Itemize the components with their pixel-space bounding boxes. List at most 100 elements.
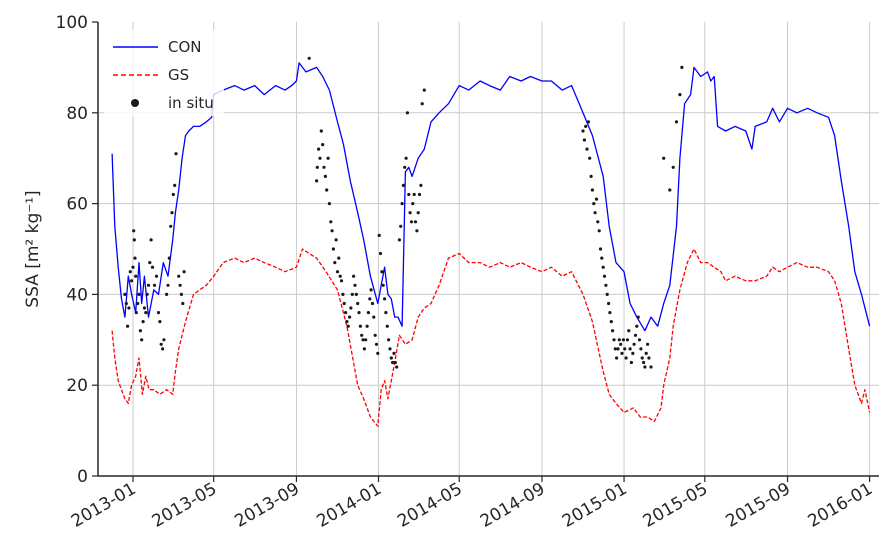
in-situ-point (621, 338, 626, 342)
in-situ-point (605, 292, 609, 296)
in-situ-point (628, 347, 632, 351)
in-situ-point (335, 270, 340, 274)
in-situ-point (611, 329, 615, 333)
in-situ-point (179, 292, 183, 296)
in-situ-point (149, 238, 153, 242)
in-situ-point (134, 311, 138, 315)
y-tick-label: 60 (66, 195, 88, 215)
in-situ-point (409, 220, 414, 224)
in-situ-point (629, 360, 634, 365)
in-situ-point (408, 211, 412, 215)
in-situ-point (632, 342, 636, 346)
axes (97, 22, 879, 477)
y-axis-title: SSA [m² kg⁻¹] (23, 190, 43, 307)
in-situ-point (403, 165, 407, 169)
in-situ-point (126, 324, 130, 328)
in-situ-point (401, 183, 405, 187)
in-situ-point (315, 179, 319, 183)
in-situ-point (330, 229, 334, 233)
in-situ-point (620, 351, 624, 355)
in-situ-point (385, 324, 389, 328)
in-situ-point (352, 274, 356, 278)
in-situ-point (376, 351, 380, 355)
in-situ-point (637, 338, 642, 342)
in-situ-point (643, 365, 647, 369)
in-situ-point (132, 238, 136, 242)
in-situ-point (598, 247, 603, 251)
in-situ-point (369, 288, 373, 292)
in-situ-point (589, 174, 593, 178)
in-situ-point (646, 342, 650, 346)
in-situ-point (615, 356, 619, 360)
in-situ-point (416, 211, 420, 215)
in-situ-point (182, 270, 186, 274)
in-situ-point (365, 324, 369, 328)
in-situ-point (156, 311, 161, 315)
x-tick-label: 2013-09 (231, 479, 303, 532)
legend-label-con: CON (168, 38, 202, 56)
in-situ-point (393, 360, 397, 365)
in-situ-point (601, 265, 605, 269)
in-situ-point (647, 356, 651, 360)
in-situ-point (586, 120, 591, 124)
in-situ-point (384, 311, 388, 315)
in-situ-point (323, 174, 327, 178)
in-situ-point (146, 283, 151, 287)
legend-box (104, 30, 224, 116)
in-situ-point (624, 356, 628, 360)
in-situ-point (671, 165, 675, 169)
legend-label-in-situ: in situ (168, 94, 214, 112)
in-situ-point (158, 320, 162, 324)
in-situ-point (356, 301, 360, 306)
in-situ-point (167, 256, 171, 260)
in-situ-point (166, 283, 170, 287)
in-situ-point (378, 251, 383, 256)
in-situ-point (138, 329, 142, 333)
in-situ-point (631, 351, 635, 355)
in-situ-point (327, 202, 331, 206)
in-situ-point (354, 292, 358, 296)
x-tick-label: 2014-01 (313, 479, 385, 532)
in-situ-point (171, 192, 175, 197)
in-situ-point (609, 320, 613, 324)
in-situ-point (141, 320, 145, 324)
in-situ-point (131, 265, 135, 269)
in-situ-point (581, 129, 585, 133)
in-situ-point (588, 156, 592, 160)
in-situ-point (342, 301, 346, 306)
in-situ-point (145, 292, 149, 296)
in-situ-point (348, 315, 352, 319)
in-situ-point (387, 338, 391, 342)
in-situ-point (383, 297, 387, 301)
in-situ-point (392, 351, 396, 355)
in-situ-point (680, 65, 684, 69)
in-situ-point (662, 156, 666, 160)
in-situ-point (612, 338, 616, 342)
in-situ-point (360, 333, 364, 337)
in-situ-point (326, 156, 330, 160)
in-situ-point (642, 360, 646, 365)
y-tick-labels: 0 20 40 60 80 100 (56, 13, 98, 487)
legend-label-gs: GS (168, 66, 189, 84)
in-situ-point (358, 324, 362, 328)
gs-series-line (111, 248, 871, 427)
in-situ-point (596, 220, 600, 224)
in-situ-point (132, 229, 136, 233)
in-situ-point (636, 315, 640, 319)
in-situ-point (331, 247, 335, 251)
x-tick-label: 2015-01 (559, 479, 631, 532)
in-situ-point (154, 274, 159, 278)
in-situ-point (346, 324, 350, 328)
in-situ-point (649, 365, 653, 369)
in-situ-point (148, 261, 152, 265)
in-situ-point (389, 356, 393, 360)
in-situ-point (411, 202, 415, 206)
in-situ-point (366, 311, 370, 315)
in-situ-point (413, 220, 418, 224)
x-tick-labels: 2013-01 2013-05 2013-09 2014-01 2014-05 2014-… (68, 476, 876, 532)
in-situ-point (140, 338, 144, 342)
in-situ-point (399, 224, 403, 228)
in-situ-point (600, 256, 604, 260)
in-situ-point (391, 360, 395, 365)
in-situ-point (317, 147, 321, 151)
